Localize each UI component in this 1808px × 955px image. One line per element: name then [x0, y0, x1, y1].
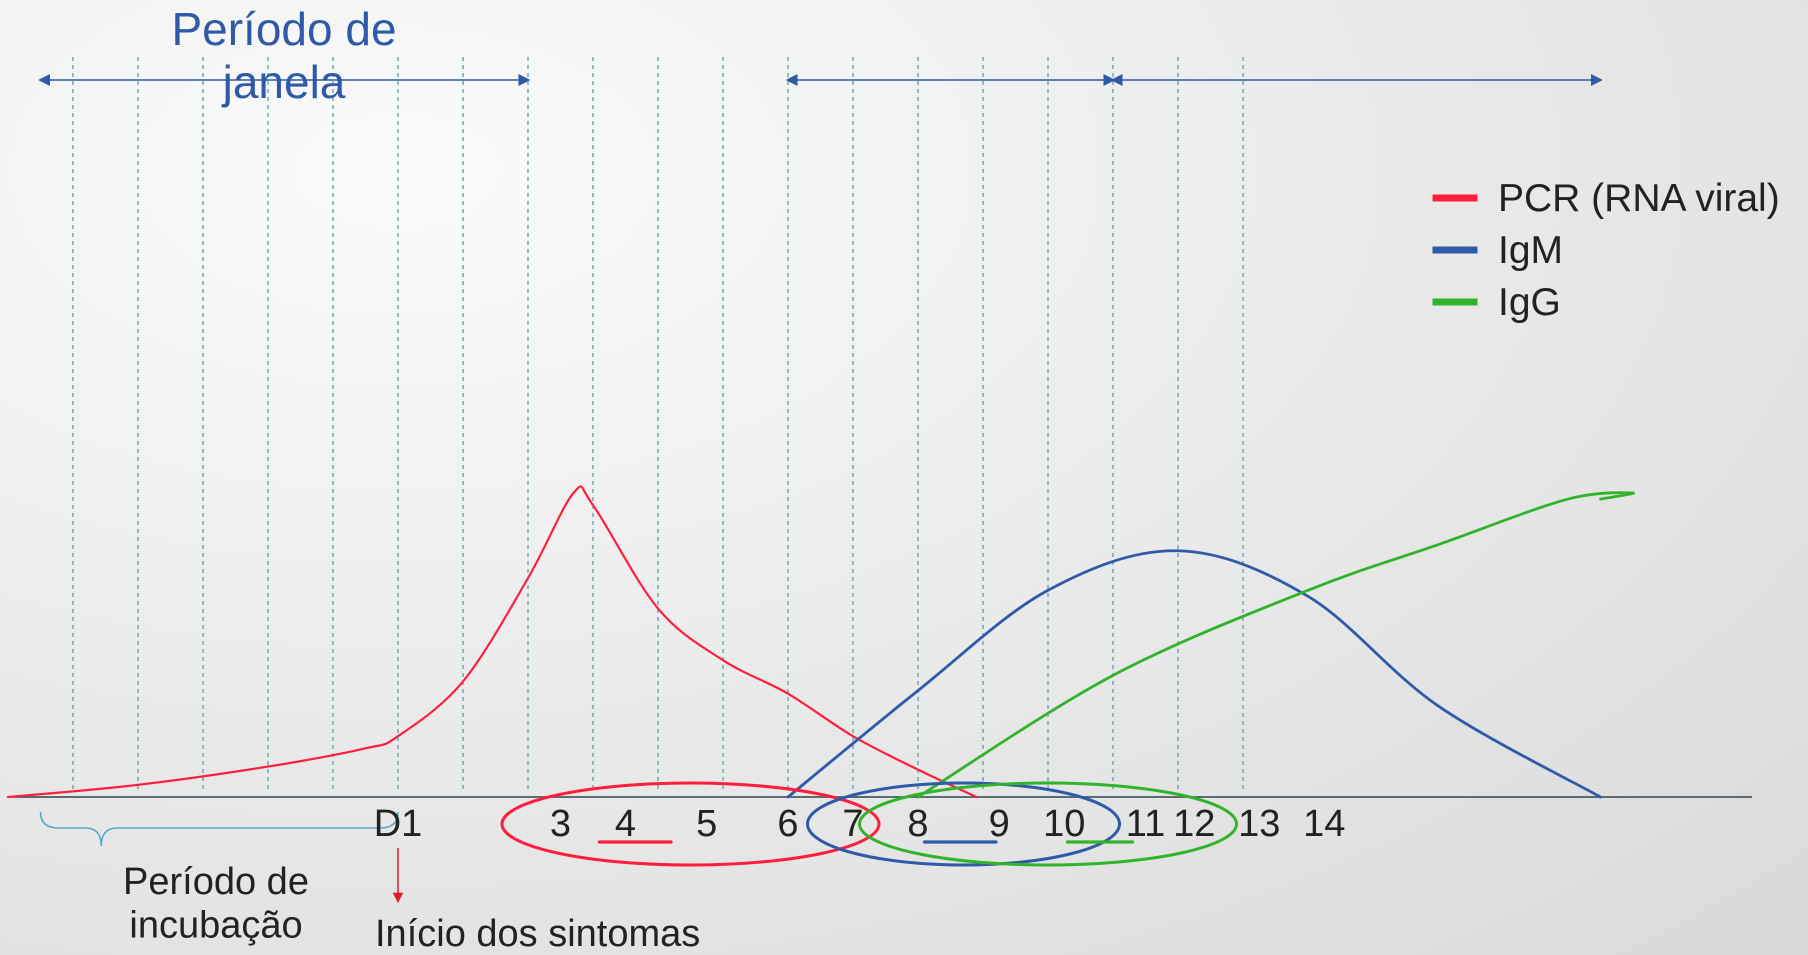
- highlight-ellipse: [806, 781, 1121, 867]
- series-igm: [786, 549, 1602, 799]
- x-tick-label: 14: [1303, 803, 1345, 845]
- x-tick-label: 12: [1173, 803, 1215, 845]
- x-tick-label: D1: [374, 803, 423, 845]
- series-igg: [916, 491, 1635, 799]
- x-tick-label: 9: [989, 803, 1010, 845]
- legend-label: IgM: [1498, 229, 1563, 272]
- x-tick-label: 11: [1126, 803, 1165, 845]
- x-tick-label: 3: [550, 803, 571, 845]
- symptom-onset-label: Início dos sintomas: [375, 913, 700, 955]
- incubation-label: Período de incubação: [123, 861, 309, 947]
- highlight-ellipse: [858, 781, 1238, 867]
- window-period-label: Período de janela: [171, 3, 396, 108]
- x-tick-label: 6: [777, 803, 798, 845]
- x-tick-label: 7: [842, 803, 863, 845]
- legend-label: IgG: [1498, 281, 1561, 324]
- x-tick-label: 8: [907, 803, 928, 845]
- x-tick-label: 13: [1238, 803, 1280, 845]
- legend-label: PCR (RNA viral): [1498, 177, 1780, 220]
- incubation-brace: [39, 811, 399, 847]
- x-tick-label: 5: [696, 803, 717, 845]
- series-pcr-rna-viral-: [6, 485, 978, 799]
- x-tick-label: 10: [1043, 803, 1085, 845]
- highlight-ellipse: [500, 781, 881, 867]
- x-tick-label: 4: [615, 803, 636, 845]
